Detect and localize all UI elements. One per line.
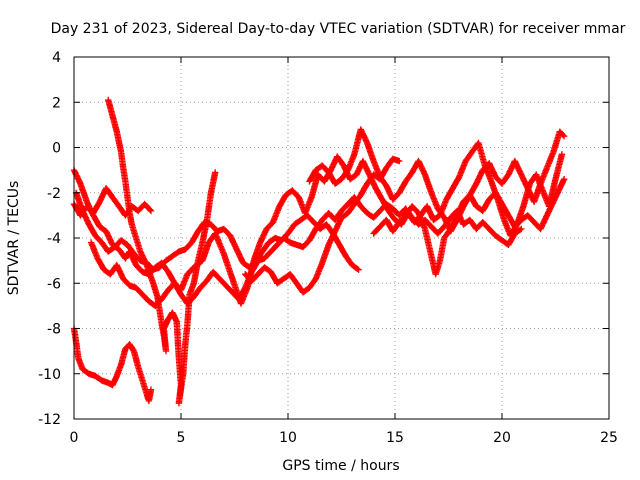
y-tick-label: 0 (52, 141, 61, 157)
series-track-i (370, 176, 568, 278)
x-tick-label: 0 (70, 430, 79, 446)
series-track-e (70, 325, 155, 405)
x-tick-label: 20 (493, 430, 511, 446)
y-tick-label: 2 (52, 95, 61, 111)
x-tick-label: 5 (177, 430, 186, 446)
y-tick-label: -2 (47, 186, 61, 202)
ticks (73, 56, 610, 420)
grid (74, 57, 609, 419)
y-tick-label: 4 (52, 50, 61, 66)
x-tick-label: 25 (600, 430, 618, 446)
data-series (70, 96, 568, 407)
x-axis-title: GPS time / hours (282, 458, 399, 474)
y-tick-label: -12 (38, 412, 61, 428)
x-tick-label: 15 (386, 430, 404, 446)
y-tick-label: -8 (47, 322, 61, 338)
x-tick-label: 10 (279, 430, 297, 446)
y-tick-label: -4 (47, 231, 61, 247)
y-tick-label: -6 (47, 276, 61, 292)
series-markers (370, 176, 568, 278)
tick-labels: 0 5 10 15 20 25 -12 -10 -8 -6 -4 -2 0 2 4 (38, 50, 618, 446)
y-tick-label: -10 (38, 367, 61, 383)
y-axis-title: SDTVAR / TECUs (6, 181, 22, 296)
series-markers (70, 325, 155, 405)
chart-title: Day 231 of 2023, Sidereal Day-to-day VTE… (51, 21, 626, 37)
